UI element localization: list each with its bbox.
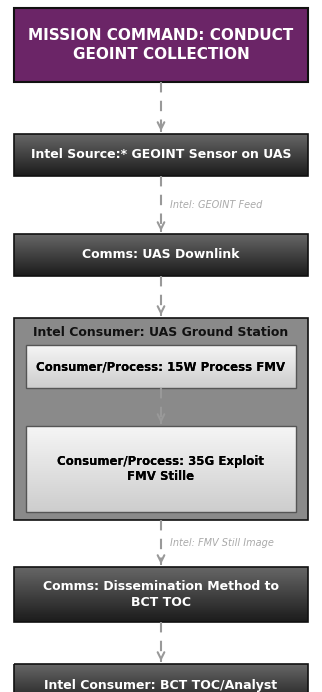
Bar: [26, 345, 296, 388]
Text: Intel Source:* GEOINT Sensor on UAS: Intel Source:* GEOINT Sensor on UAS: [31, 149, 291, 161]
Text: Intel: FMV Still Image: Intel: FMV Still Image: [170, 538, 274, 548]
Text: Consumer/Process: 15W Process FMV: Consumer/Process: 15W Process FMV: [36, 360, 286, 373]
Bar: [14, 134, 308, 176]
Text: Consumer/Process: 15W Process FMV: Consumer/Process: 15W Process FMV: [36, 360, 286, 373]
Text: Consumer/Process: 35G Exploit
FMV Stille: Consumer/Process: 35G Exploit FMV Stille: [58, 455, 264, 484]
Bar: [14, 567, 308, 622]
Text: Intel Consumer: UAS Ground Station: Intel Consumer: UAS Ground Station: [33, 327, 289, 340]
Bar: [14, 234, 308, 276]
Text: Consumer/Process: 35G Exploit
FMV Stille: Consumer/Process: 35G Exploit FMV Stille: [58, 455, 264, 484]
Text: Comms: UAS Downlink: Comms: UAS Downlink: [82, 248, 240, 262]
Bar: [14, 8, 308, 82]
Bar: [26, 426, 296, 512]
Bar: [14, 664, 308, 692]
Text: Comms: Dissemination Method to
BCT TOC: Comms: Dissemination Method to BCT TOC: [43, 580, 279, 609]
Text: Intel: GEOINT Feed: Intel: GEOINT Feed: [170, 200, 262, 210]
Text: MISSION COMMAND: CONDUCT
GEOINT COLLECTION: MISSION COMMAND: CONDUCT GEOINT COLLECTI…: [28, 28, 294, 62]
Bar: [14, 318, 308, 520]
Text: Intel Consumer: BCT TOC/Analyst: Intel Consumer: BCT TOC/Analyst: [44, 678, 278, 691]
